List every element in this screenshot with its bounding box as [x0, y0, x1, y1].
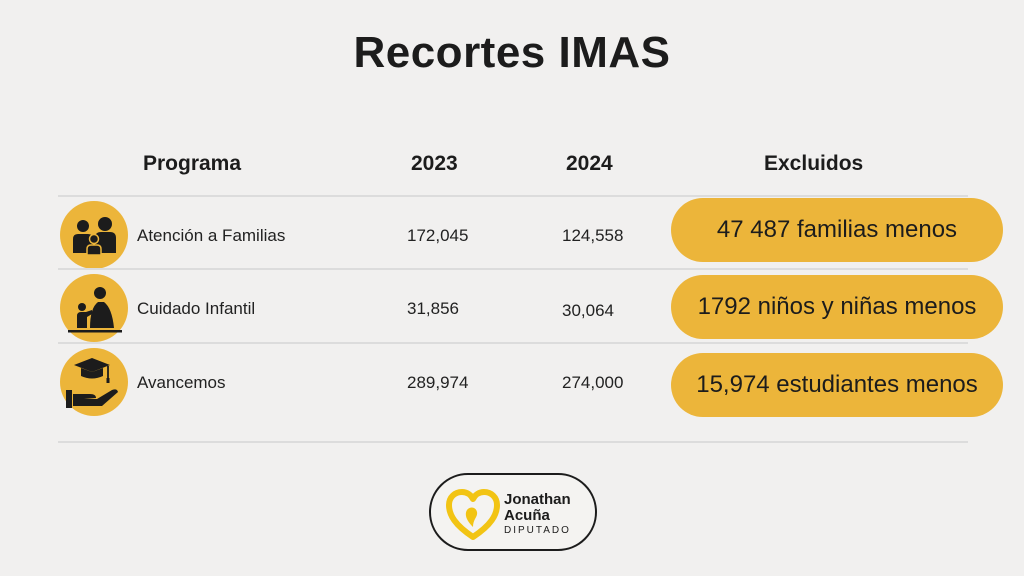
value-2024: 124,558: [562, 226, 624, 245]
logo-last-name: Acuña: [504, 507, 550, 524]
heart-logo-icon: [446, 489, 500, 540]
value-2023: 172,045: [407, 226, 469, 245]
logo-first-name: Jonathan: [504, 491, 571, 508]
programa-label: Atención a Familias: [137, 226, 286, 245]
header-2023: 2023: [411, 152, 458, 175]
excluidos-badge: 15,974 estudiantes menos: [671, 353, 1003, 417]
excluidos-badge: 47 487 familias menos: [671, 198, 1003, 262]
value-2023: 289,974: [407, 373, 469, 392]
page-title: Recortes IMAS: [353, 28, 671, 77]
header-2024: 2024: [566, 152, 613, 175]
family-icon: [60, 201, 128, 269]
value-2024: 274,000: [562, 373, 624, 392]
programa-label: Avancemos: [137, 373, 226, 392]
value-2024: 30,064: [562, 301, 614, 320]
divider: [58, 268, 968, 270]
value-2023: 31,856: [407, 299, 459, 318]
divider: [58, 441, 968, 443]
divider: [58, 342, 968, 344]
logo-role: DIPUTADO: [504, 525, 571, 536]
programa-label: Cuidado Infantil: [137, 299, 256, 318]
divider: [58, 195, 968, 197]
header-excluidos: Excluidos: [764, 152, 864, 175]
header-programa: Programa: [143, 152, 242, 175]
excluidos-badge: 1792 niños y niñas menos: [671, 275, 1003, 339]
logo-badge: Jonathan Acuña DIPUTADO: [429, 473, 597, 551]
childcare-icon: [60, 274, 128, 342]
graduation-hand-icon: [60, 348, 128, 416]
